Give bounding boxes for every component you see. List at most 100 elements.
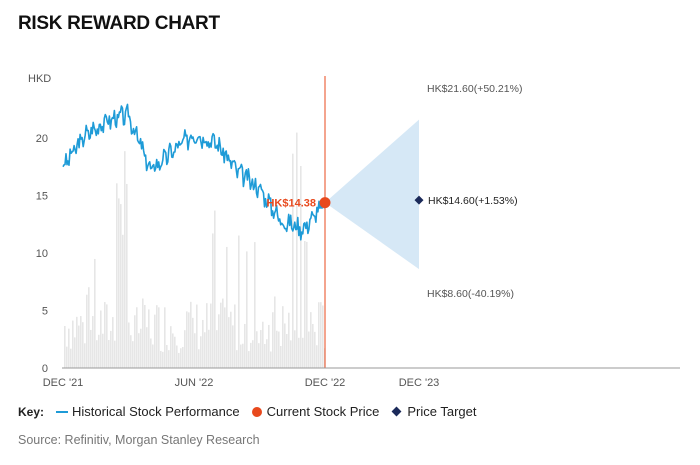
- volume-bar: [290, 340, 292, 368]
- volume-bar: [278, 331, 280, 368]
- volume-bar: [268, 324, 270, 368]
- volume-bar: [70, 348, 72, 368]
- volume-bar: [260, 330, 262, 368]
- volume-bar: [232, 325, 234, 368]
- volume-bar: [254, 242, 256, 368]
- volume-bar: [160, 350, 162, 368]
- volume-bar: [170, 326, 172, 368]
- volume-bar: [218, 314, 220, 368]
- volume-bar: [302, 337, 304, 368]
- x-tick-label: JUN '22: [175, 377, 214, 389]
- volume-bar: [248, 351, 250, 368]
- historical-price-line: [62, 103, 326, 241]
- volume-bar: [208, 329, 210, 368]
- volume-bar: [222, 298, 224, 368]
- volume-bar: [134, 315, 136, 368]
- volume-bar: [204, 332, 206, 368]
- volume-bar: [78, 325, 80, 368]
- diamond-swatch-icon: [391, 406, 402, 417]
- volume-bar: [100, 310, 102, 368]
- volume-bar: [294, 330, 296, 368]
- volume-bar: [154, 314, 156, 368]
- y-axis-label: HKD: [28, 73, 51, 85]
- volume-bar: [308, 331, 310, 368]
- volume-bar: [68, 328, 70, 368]
- current-price-dot: [319, 197, 331, 209]
- volume-bar: [72, 320, 74, 368]
- volume-bar: [184, 330, 186, 368]
- volume-bar: [158, 307, 160, 368]
- volume-bar: [214, 210, 216, 368]
- volume-bar: [94, 258, 96, 368]
- volume-bar: [112, 317, 114, 368]
- volume-bar: [176, 345, 178, 368]
- base-case-label: HK$14.60(+1.53%): [428, 195, 518, 207]
- chart-title: RISK REWARD CHART: [18, 13, 220, 34]
- volume-bar: [126, 183, 128, 368]
- volume-bar: [110, 330, 112, 368]
- volume-bar: [220, 302, 222, 368]
- volume-bar: [320, 302, 322, 368]
- volume-bar: [188, 312, 190, 368]
- volume-bar: [168, 350, 170, 368]
- volume-bar: [210, 303, 212, 368]
- volume-bar: [144, 305, 146, 368]
- key-historical-label: Historical Stock Performance: [72, 404, 240, 419]
- volume-bar: [186, 311, 188, 368]
- volume-bar: [318, 302, 320, 368]
- volume-bar: [106, 304, 108, 368]
- volume-bar: [182, 347, 184, 368]
- risk-reward-chart: 0 5 10 15 20 DEC '21 JUN '22 DEC '22 DEC '23 HK…: [28, 73, 680, 389]
- volume-bar: [280, 346, 282, 368]
- volume-bar: [276, 330, 278, 368]
- x-tick-label: DEC '23: [399, 377, 440, 389]
- volume-bar: [82, 322, 84, 368]
- volume-bar: [250, 342, 252, 368]
- volume-bar: [138, 333, 140, 368]
- volume-bar: [262, 321, 264, 368]
- y-tick-label: 5: [42, 306, 48, 318]
- volume-bar: [124, 151, 126, 368]
- volume-bar: [116, 183, 118, 368]
- volume-bar: [234, 304, 236, 368]
- volume-bar: [174, 336, 176, 368]
- bull-case-label: HK$21.60(+50.21%): [427, 83, 522, 95]
- volume-bar: [180, 348, 182, 368]
- volume-bar: [314, 331, 316, 368]
- volume-bar: [322, 305, 324, 368]
- volume-bar: [88, 287, 90, 368]
- volume-bar: [216, 330, 218, 368]
- bear-case-label: HK$8.60(-40.19%): [427, 288, 514, 300]
- key-current-label: Current Stock Price: [266, 404, 380, 419]
- key-target-label: Price Target: [407, 404, 477, 419]
- volume-bar: [312, 324, 314, 368]
- volume-bar: [270, 351, 272, 368]
- volume-bar: [252, 340, 254, 368]
- volume-bar: [284, 323, 286, 368]
- volume-bar: [274, 296, 276, 368]
- line-swatch-icon: [56, 410, 69, 413]
- volume-bar: [296, 132, 298, 368]
- volume-bar: [90, 329, 92, 368]
- volume-bar: [304, 240, 306, 368]
- volume-bar: [244, 323, 246, 368]
- price-target-marker: [414, 195, 424, 205]
- volume-bar: [282, 306, 284, 368]
- volume-bar: [190, 301, 192, 368]
- volume-bar: [136, 307, 138, 368]
- volume-bar: [92, 316, 94, 368]
- volume-bar: [120, 204, 122, 368]
- volume-bar: [178, 352, 180, 368]
- volume-bar: [194, 333, 196, 368]
- volume-bar: [122, 234, 124, 368]
- volume-bar: [166, 344, 168, 368]
- current-price-label: HK$14.38: [266, 198, 316, 210]
- volume-bar: [114, 340, 116, 368]
- volume-bar: [74, 337, 76, 368]
- volume-bar: [298, 337, 300, 368]
- volume-bar: [256, 331, 258, 368]
- x-tick-label: DEC '21: [43, 377, 84, 389]
- key-item-current: Current Stock Price: [251, 404, 380, 419]
- volume-bar: [130, 335, 132, 368]
- volume-bar: [316, 345, 318, 368]
